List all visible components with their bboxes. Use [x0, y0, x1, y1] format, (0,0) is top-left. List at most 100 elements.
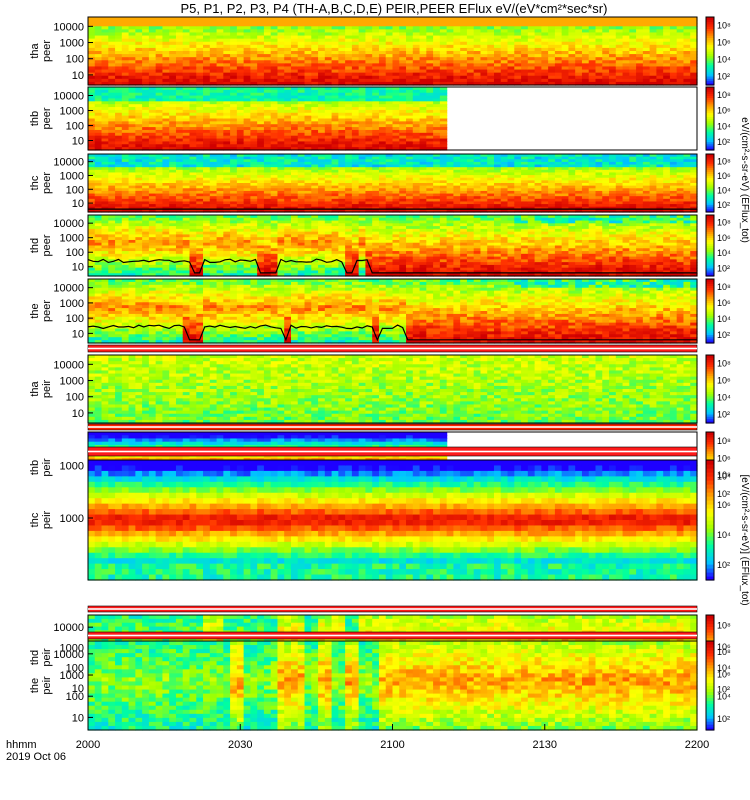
heatmap-cell — [203, 196, 211, 200]
heatmap-cell — [358, 118, 367, 122]
heatmap-cell — [378, 69, 387, 74]
heatmap-cell — [406, 164, 414, 168]
heatmap-cell — [155, 175, 164, 179]
heatmap-cell — [669, 69, 678, 74]
heatmap-cell — [351, 26, 360, 30]
heatmap-cell — [318, 78, 326, 83]
heatmap-cell — [108, 69, 116, 74]
heatmap-cell — [250, 144, 258, 148]
heatmap-cell — [243, 193, 251, 197]
heatmap-cell — [439, 156, 448, 160]
heatmap-cell — [588, 57, 597, 61]
heatmap-cell — [494, 201, 502, 205]
heatmap-cell — [642, 66, 651, 71]
heatmap-cell — [230, 135, 238, 140]
heatmap-cell — [115, 196, 123, 200]
heatmap-cell — [88, 135, 96, 140]
heatmap-cell — [446, 183, 454, 187]
heatmap-cell — [230, 112, 238, 117]
heatmap-cell — [148, 172, 157, 176]
heatmap-cell — [581, 209, 590, 213]
heatmap-cell — [365, 66, 373, 71]
heatmap-cell — [128, 177, 136, 181]
heatmap-cell — [270, 41, 279, 46]
heatmap-cell — [622, 47, 630, 52]
heatmap-cell — [392, 35, 400, 40]
heatmap-cell — [446, 154, 454, 158]
heatmap-cell — [426, 204, 434, 208]
heatmap-cell — [541, 159, 549, 163]
heatmap-cell — [318, 41, 326, 46]
heatmap-cell — [121, 204, 130, 208]
heatmap-cell — [494, 196, 502, 200]
heatmap-cell — [656, 20, 664, 24]
heatmap-cell — [277, 121, 285, 125]
heatmap-cell — [345, 198, 353, 203]
heatmap-cell — [196, 60, 204, 64]
heatmap-cell — [575, 57, 583, 61]
heatmap-cell — [622, 81, 630, 86]
heatmap-cell — [318, 54, 326, 58]
heatmap-cell — [406, 144, 414, 148]
heatmap-cell — [162, 51, 170, 55]
heatmap-cell — [358, 206, 367, 210]
heatmap-cell — [365, 41, 373, 46]
heatmap-cell — [216, 164, 224, 168]
heatmap-cell — [263, 20, 272, 24]
heatmap-cell — [135, 101, 143, 105]
heatmap-cell — [534, 177, 542, 181]
heatmap-cell — [263, 144, 272, 148]
heatmap-cell — [270, 188, 279, 192]
heatmap-cell — [148, 47, 157, 52]
heatmap-cell — [419, 141, 427, 145]
heatmap-cell — [148, 180, 157, 184]
heatmap-cell — [507, 196, 515, 200]
heatmap-cell — [291, 169, 299, 174]
heatmap-cell — [541, 44, 549, 49]
heatmap-cell — [588, 54, 597, 58]
heatmap-cell — [297, 193, 306, 197]
heatmap-cell — [284, 129, 292, 134]
heatmap-cell — [466, 206, 475, 210]
heatmap-cell — [500, 156, 509, 160]
heatmap-cell — [318, 75, 326, 80]
heatmap-cell — [683, 32, 691, 37]
heatmap-cell — [439, 81, 448, 86]
heatmap-cell — [514, 193, 522, 197]
heatmap-cell — [460, 38, 468, 43]
heatmap-cell — [223, 92, 231, 97]
heatmap-cell — [128, 66, 136, 71]
heatmap-cell — [656, 32, 664, 37]
heatmap-cell — [101, 147, 109, 151]
heatmap-cell — [527, 51, 536, 55]
heatmap-cell — [521, 175, 529, 179]
heatmap-cell — [568, 69, 576, 74]
heatmap-cell — [121, 121, 130, 125]
heatmap-cell — [142, 201, 150, 205]
heatmap-cell — [676, 69, 685, 74]
heatmap-cell — [331, 177, 339, 181]
heatmap-cell — [135, 54, 143, 58]
heatmap-cell — [243, 204, 251, 208]
heatmap-cell — [568, 198, 576, 203]
heatmap-cell — [581, 201, 590, 205]
heatmap-cell — [385, 41, 394, 46]
heatmap-cell — [128, 115, 136, 120]
heatmap-cell — [162, 135, 170, 140]
heatmap-cell — [649, 38, 657, 43]
heatmap-cell — [575, 180, 583, 184]
heatmap-cell — [615, 29, 624, 34]
heatmap-cell — [331, 35, 339, 40]
heatmap-cell — [94, 209, 103, 213]
heatmap-cell — [311, 159, 319, 163]
heatmap-cell — [250, 154, 258, 158]
heatmap-cell — [399, 180, 407, 184]
heatmap-cell — [324, 109, 333, 114]
heatmap-cell — [345, 127, 353, 131]
heatmap-cell — [304, 132, 312, 137]
heatmap-cell — [270, 72, 279, 77]
heatmap-cell — [622, 51, 630, 55]
heatmap-cell — [148, 107, 157, 111]
heatmap-cell — [392, 132, 400, 137]
heatmap-cell — [602, 204, 610, 208]
